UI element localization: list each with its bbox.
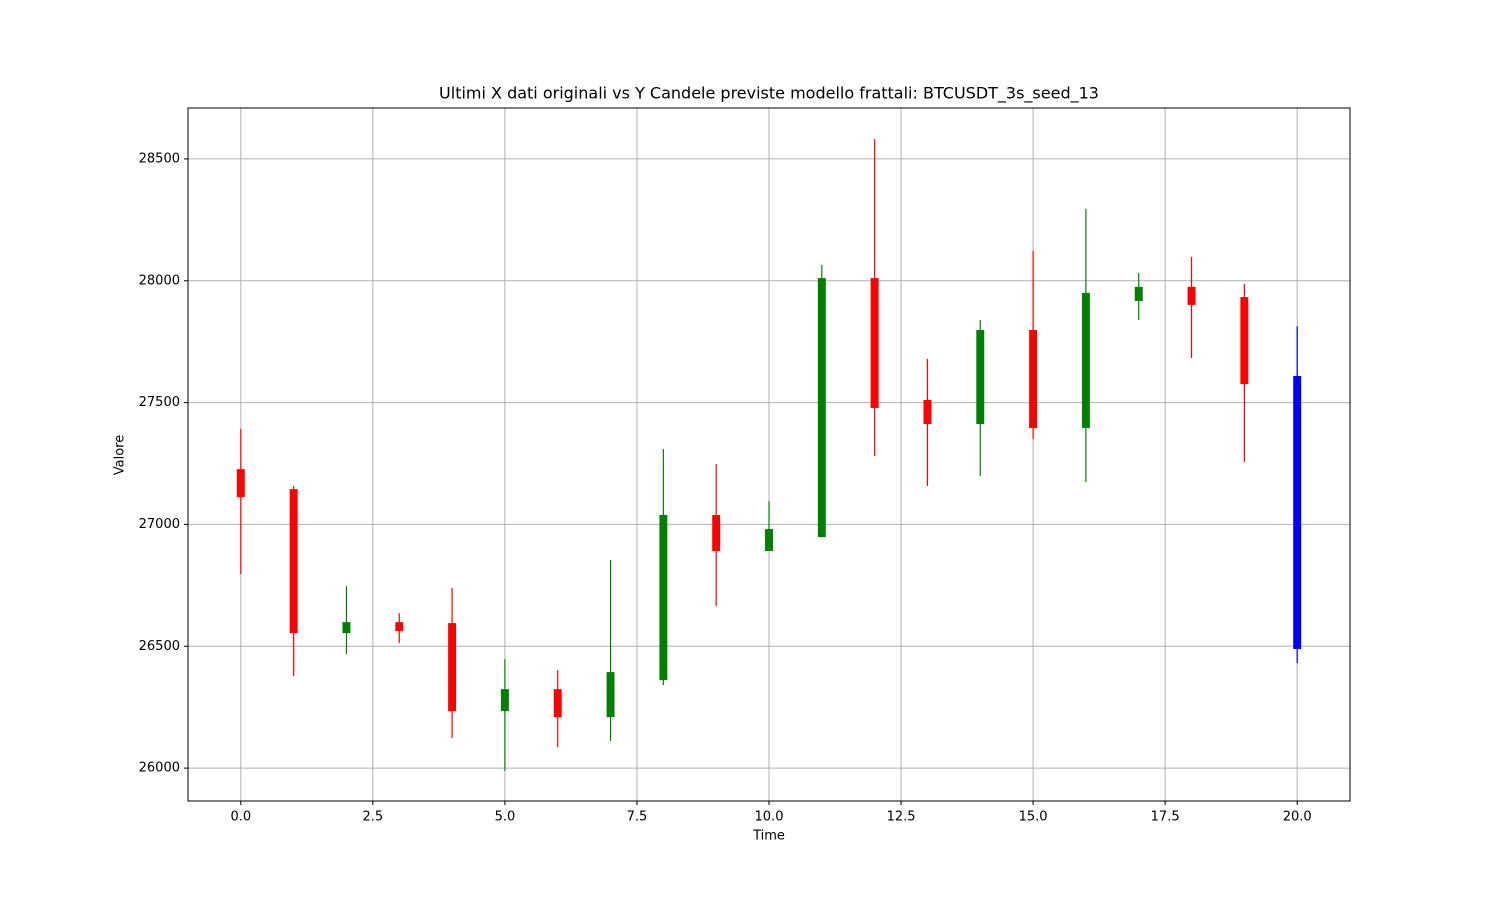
- candle-body: [659, 514, 668, 681]
- x-tick-label: 7.5: [627, 810, 648, 825]
- candle-body: [236, 469, 245, 498]
- candle-body: [712, 514, 721, 551]
- candle-body: [1081, 292, 1090, 428]
- candle-body: [500, 689, 509, 712]
- x-tick-label: 12.5: [887, 810, 916, 825]
- y-tick-label: 26500: [139, 639, 180, 654]
- candle-body: [289, 489, 298, 634]
- x-tick-label: 5.0: [495, 810, 516, 825]
- y-tick-label: 28000: [139, 273, 180, 288]
- x-axis-label: Time: [752, 829, 785, 844]
- y-tick-label: 27000: [139, 517, 180, 532]
- x-tick-label: 17.5: [1151, 810, 1180, 825]
- candle-body: [870, 278, 879, 408]
- candle-body: [606, 672, 615, 718]
- y-tick-label: 28500: [139, 151, 180, 166]
- candle-body: [765, 529, 773, 551]
- x-tick-label: 20.0: [1283, 810, 1312, 825]
- y-tick-label: 27500: [139, 395, 180, 410]
- x-tick-label: 0.0: [230, 810, 251, 825]
- x-tick-label: 10.0: [755, 810, 784, 825]
- candle-body: [1029, 329, 1038, 428]
- candle-body: [923, 399, 932, 425]
- x-tick-label: 2.5: [363, 810, 384, 825]
- candle-body: [1240, 297, 1249, 385]
- y-tick-label: 26000: [139, 761, 180, 776]
- y-axis-label: Valore: [113, 435, 128, 475]
- candle-body: [1187, 286, 1196, 305]
- plot-frame: [187, 107, 1351, 802]
- candle-body: [1134, 286, 1143, 301]
- candle-body: [395, 622, 404, 632]
- candle-body: [976, 329, 985, 425]
- candle-body: [448, 623, 457, 712]
- candle-body: [342, 622, 351, 634]
- candle-body: [1293, 376, 1302, 649]
- x-tick-label: 15.0: [1019, 810, 1048, 825]
- candle-body: [553, 689, 562, 718]
- candle-body: [817, 278, 826, 538]
- chart-title: Ultimi X dati originali vs Y Candele pre…: [439, 84, 1099, 104]
